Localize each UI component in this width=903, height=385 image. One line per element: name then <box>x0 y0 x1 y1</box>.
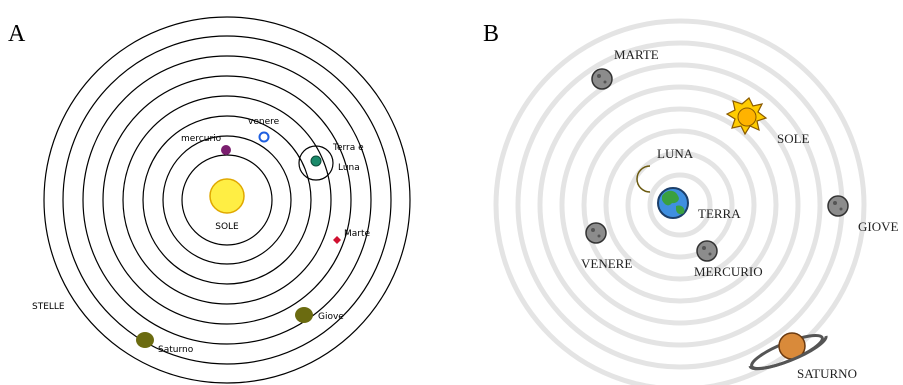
diagram-b-orbits <box>493 18 867 385</box>
orbit-b-6 <box>537 62 823 348</box>
earth-a-label-line1: Terra e <box>332 143 364 153</box>
orbit-b-4 <box>581 106 779 304</box>
moon-b-label: LUNA <box>657 146 694 161</box>
jupiter-a-label: Giove <box>318 312 344 322</box>
saturn-b-icon <box>748 332 828 371</box>
stars-a-label: STELLE <box>32 302 65 312</box>
saturn-a-label: Saturno <box>158 345 194 355</box>
orbit-a-sun-ring <box>181 154 273 246</box>
orbit-b-2 <box>625 150 735 260</box>
mercury-a-label: mercurio <box>181 134 222 144</box>
sun-a-label: SOLE <box>215 222 239 232</box>
orbit-a-mercury <box>162 135 292 265</box>
mars-a-label: Marte <box>344 229 371 239</box>
jupiter-b-label: GIOVE <box>858 219 898 234</box>
orbit-b-5 <box>559 84 801 326</box>
diagram-a: SOLE mercurio venere Terra e Luna Marte … <box>32 16 411 384</box>
mars-b-icon <box>591 68 613 90</box>
mercury-a <box>221 145 231 155</box>
earth-b-label: TERRA <box>698 206 741 221</box>
orbit-a-mars <box>102 75 352 325</box>
diagram-a-orbits <box>43 16 411 384</box>
orbit-b-1 <box>647 172 713 238</box>
venus-a-label: venere <box>248 117 280 127</box>
saturn-b-label: SATURNO <box>797 366 857 381</box>
diagram-b: TERRA LUNA MARTE SOLE GIOVE VENERE MERCU… <box>493 18 898 385</box>
panel-a-letter: A <box>8 21 26 47</box>
orbit-a-stars <box>43 16 411 384</box>
mercury-b-label: MERCURIO <box>694 264 763 279</box>
jupiter-a <box>295 307 313 323</box>
mercury-b-icon <box>696 240 718 262</box>
orbit-b-3 <box>603 128 757 282</box>
panel-b-letter: B <box>483 21 499 47</box>
orbit-a-earth-epicycle <box>298 145 334 181</box>
mars-a <box>333 236 341 244</box>
venus-b-icon <box>585 222 607 244</box>
orbit-a-earth <box>122 95 332 305</box>
moon-b-icon <box>636 165 651 193</box>
orbit-a-saturn <box>62 35 392 365</box>
sun-b-label: SOLE <box>777 131 810 146</box>
orbit-b-8 <box>493 18 867 385</box>
saturn-a <box>136 332 154 348</box>
earth-a-label-line2: Luna <box>338 163 360 173</box>
venus-a <box>258 131 270 143</box>
earth-moon-a <box>310 155 322 167</box>
jupiter-b-icon <box>827 195 849 217</box>
orbit-a-venus <box>142 115 312 285</box>
venus-b-label: VENERE <box>581 256 632 271</box>
mars-b-label: MARTE <box>614 47 659 62</box>
sun-a <box>209 178 245 214</box>
earth-b-icon <box>657 187 689 219</box>
sun-b-icon <box>725 97 768 136</box>
orbit-a-jupiter <box>82 55 372 345</box>
